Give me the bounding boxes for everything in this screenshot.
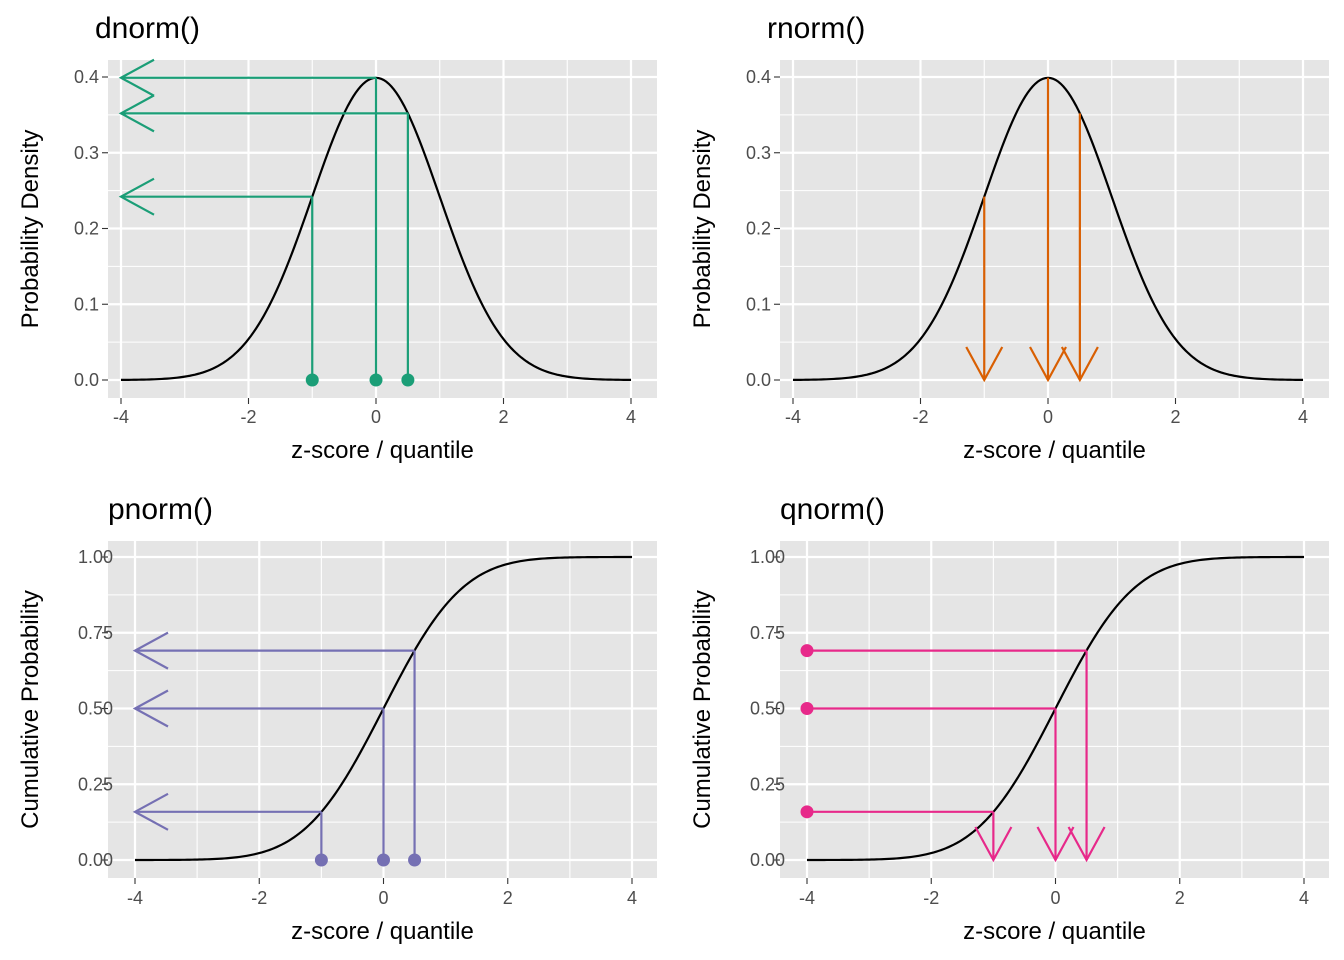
panel-title: qnorm() — [780, 493, 885, 526]
panel-title: dnorm() — [95, 12, 200, 45]
down-arrowhead — [1060, 346, 1099, 383]
x-tick-label: -4 — [785, 407, 801, 427]
x-tick-label: 0 — [371, 407, 381, 427]
probability-point — [800, 805, 814, 819]
x-tick-label: -4 — [127, 888, 143, 908]
y-tick-label: 0.75 — [750, 623, 785, 643]
y-tick-label: 0.0 — [74, 370, 99, 390]
y-tick-label: 0.50 — [78, 699, 113, 719]
left-arrowhead — [118, 58, 155, 97]
x-tick-label: -2 — [923, 888, 939, 908]
x-tick-label: 0 — [1043, 407, 1053, 427]
x-tick-label: -2 — [912, 407, 928, 427]
y-axis-label: Cumulative Probability — [17, 590, 44, 829]
probability-point — [800, 702, 814, 715]
y-tick-label: 0.00 — [78, 850, 113, 870]
down-arrowhead — [974, 826, 1013, 863]
x-tick-label: 2 — [498, 407, 508, 427]
x-tick-label: -4 — [113, 407, 129, 427]
down-arrowhead — [1067, 826, 1106, 863]
probability-point — [800, 644, 814, 658]
pnorm-panel: -4 -2 0 2 4 0.00 0.25 0.50 0.75 1.00 pnorm() z-scor… — [17, 493, 657, 945]
y-tick-label: 1.00 — [750, 547, 785, 567]
rnorm-panel: -4 -2 0 2 4 0.0 0.1 0.2 0.3 0.4 rnorm() z-score / q… — [689, 12, 1329, 464]
x-tick-label: 4 — [1299, 888, 1309, 908]
y-tick-label: 0.4 — [746, 67, 771, 87]
left-arrowhead — [132, 631, 169, 670]
x-axis-label: z-score / quantile — [963, 437, 1146, 464]
y-tick-label: 0.2 — [746, 219, 771, 239]
y-axis-label: Probability Density — [17, 130, 44, 329]
panel-title: pnorm() — [108, 493, 213, 526]
left-arrowhead — [118, 94, 155, 133]
quantile-point — [401, 373, 415, 387]
x-tick-label: -2 — [240, 407, 256, 427]
y-tick-label: 0.3 — [746, 143, 771, 163]
left-arrowhead — [132, 792, 169, 831]
x-tick-label: -4 — [799, 888, 815, 908]
down-arrowhead — [1029, 346, 1067, 383]
y-tick-label: 0.0 — [746, 370, 771, 390]
y-tick-label: 0.4 — [74, 67, 99, 87]
quantile-point — [305, 373, 319, 387]
y-tick-label: 0.50 — [750, 699, 785, 719]
y-tick-label: 0.1 — [74, 294, 99, 314]
left-arrowhead — [118, 177, 155, 216]
x-axis-label: z-score / quantile — [291, 918, 474, 945]
y-tick-label: 0.00 — [750, 850, 785, 870]
x-tick-label: 2 — [503, 888, 513, 908]
x-tick-label: 4 — [627, 888, 637, 908]
panel-title: rnorm() — [767, 12, 865, 45]
y-axis-label: Probability Density — [689, 130, 716, 329]
x-tick-label: 0 — [1050, 888, 1060, 908]
dnorm-panel: -4 -2 0 2 4 0.0 0.1 0.2 0.3 0.4 dnorm() z-score / q… — [17, 12, 657, 464]
x-tick-label: 2 — [1170, 407, 1180, 427]
qnorm-panel: -4 -2 0 2 4 0.00 0.25 0.50 0.75 1.00 qnorm() z-scor… — [689, 493, 1329, 945]
x-tick-label: 4 — [626, 407, 636, 427]
y-tick-label: 1.00 — [78, 547, 113, 567]
left-arrowhead — [132, 689, 169, 728]
x-tick-label: -2 — [251, 888, 267, 908]
down-arrowhead — [965, 346, 1004, 383]
y-tick-label: 0.2 — [74, 219, 99, 239]
x-tick-label: 2 — [1175, 888, 1185, 908]
quantile-point — [369, 373, 383, 387]
quantile-point — [408, 853, 422, 867]
y-tick-label: 0.3 — [74, 143, 99, 163]
y-tick-label: 0.25 — [750, 774, 785, 794]
y-tick-label: 0.1 — [746, 294, 771, 314]
quantile-point — [314, 853, 328, 867]
x-tick-label: 0 — [378, 888, 388, 908]
x-tick-label: 4 — [1298, 407, 1308, 427]
y-tick-label: 0.75 — [78, 623, 113, 643]
x-axis-label: z-score / quantile — [291, 437, 474, 464]
quantile-point — [377, 853, 390, 867]
y-axis-label: Cumulative Probability — [689, 590, 716, 829]
down-arrowhead — [1036, 826, 1075, 863]
x-axis-label: z-score / quantile — [963, 918, 1146, 945]
y-tick-label: 0.25 — [78, 774, 113, 794]
